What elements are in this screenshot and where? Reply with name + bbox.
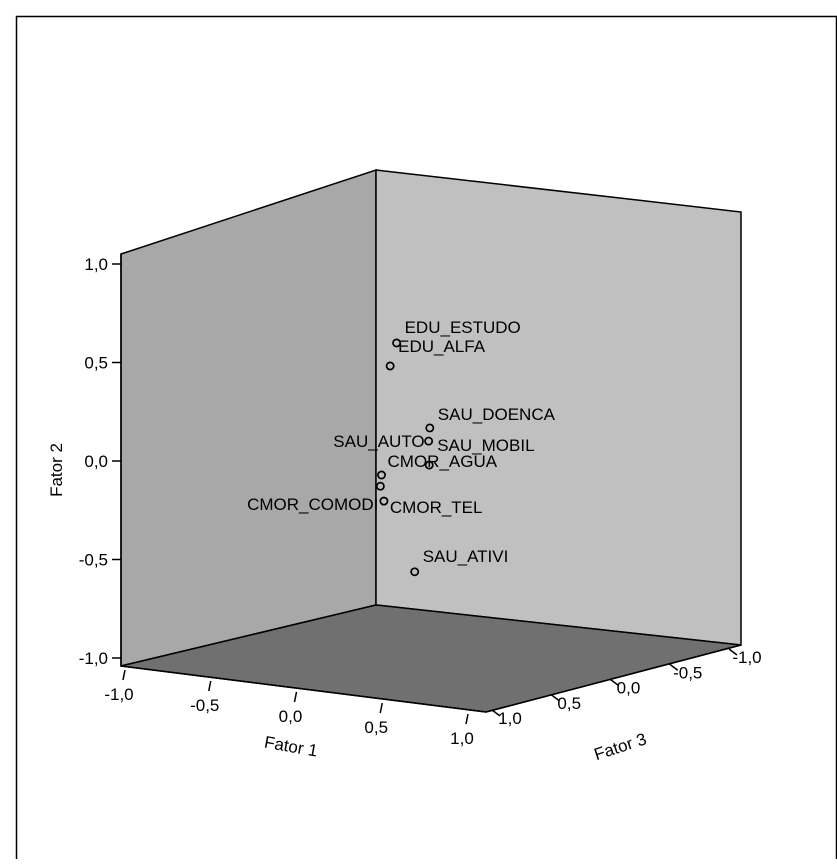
data-point-marker [392, 338, 402, 348]
x-axis-line [120, 665, 487, 713]
data-point-label: SAU_DOENCA [438, 405, 556, 424]
y-axis-ticks: -1,0 -0,5 0,0 0,5 1,0 [79, 255, 121, 668]
x-tick-mark [379, 702, 383, 714]
z-tick-label: 0,0 [617, 679, 641, 698]
x-axis-ticks: -1,0 -0,5 0,0 0,5 1,0 [104, 665, 487, 748]
data-point-marker [424, 436, 434, 446]
z-tick-label: -1,0 [732, 648, 761, 667]
data-point-marker [410, 567, 420, 577]
data-point-label: CMOR_AGUA [388, 452, 498, 471]
data-point-label: EDU_ALFA [398, 337, 486, 356]
z-tick-mark [669, 663, 679, 671]
data-point-marker [379, 496, 389, 506]
z-tick-mark [728, 648, 738, 656]
y-tick-label: 1,0 [84, 255, 108, 274]
right-wall [375, 169, 742, 646]
data-point-marker [377, 470, 386, 480]
z-tick-label: -0,5 [673, 663, 702, 682]
z-tick-mark [550, 694, 560, 702]
x-tick-mark [208, 680, 212, 692]
x-tick-label: -0,5 [190, 696, 219, 715]
x-tick-label: 0,0 [279, 707, 303, 726]
z-axis-title: Fator 3 [592, 729, 649, 764]
data-point-marker [424, 460, 434, 470]
z-tick-mark [491, 709, 501, 717]
z-axis-ticks: 1,0 0,5 0,0 -0,5 -1,0 [485, 644, 762, 728]
x-tick-mark [293, 691, 298, 703]
data-point-label: SAU_AUTO [333, 432, 424, 451]
z-axis-line [485, 644, 742, 713]
data-point-label: EDU_ESTUDO [405, 318, 521, 337]
x-tick-label: 1,0 [450, 729, 474, 748]
y-tick-label: -1,0 [79, 649, 108, 668]
data-point-label: CMOR_COMODI [247, 495, 378, 514]
data-point-marker [385, 361, 395, 371]
z-tick-mark [610, 678, 619, 687]
left-wall [120, 168, 377, 667]
x-axis-title: Fator 1 [263, 733, 319, 761]
x-tick-label: 0,5 [364, 718, 388, 737]
data-point-label: CMOR_TEL [390, 498, 483, 517]
z-tick-label: 0,5 [557, 694, 581, 713]
y-tick-label: 0,5 [84, 354, 108, 373]
x-tick-mark [122, 669, 126, 681]
y-axis-title: Fator 2 [47, 443, 66, 497]
data-point-label: SAU_ATIVI [423, 547, 509, 566]
y-tick-label: -0,5 [79, 551, 108, 570]
data-point-label: SAU_MOBIL [437, 436, 534, 455]
x-tick-label: -1,0 [104, 685, 133, 704]
z-tick-label: 1,0 [498, 709, 522, 728]
x-tick-mark [465, 713, 469, 725]
data-point-marker [375, 481, 385, 491]
data-point-marker [425, 423, 435, 433]
y-tick-label: 0,0 [84, 452, 108, 471]
